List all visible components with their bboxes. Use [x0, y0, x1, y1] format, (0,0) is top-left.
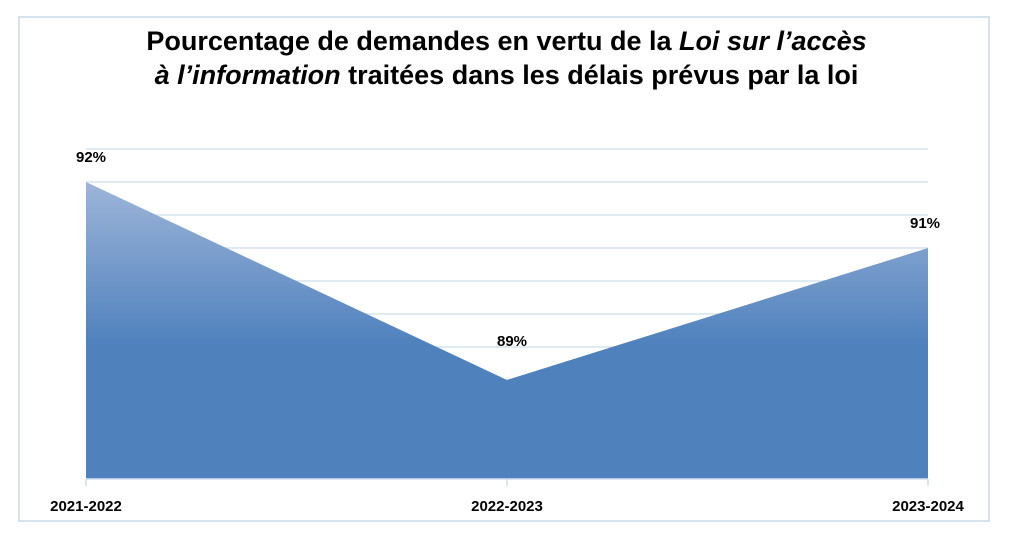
- title-line-1-italic: Loi sur l’accès: [679, 26, 867, 56]
- title-line-1-text: Pourcentage de demandes en vertu de la: [146, 26, 680, 56]
- data-label: 92%: [76, 149, 106, 166]
- title-line-2-text: traitées dans les délais prévus par la l…: [340, 60, 859, 90]
- title-line-1: Pourcentage de demandes en vertu de la L…: [0, 24, 1013, 58]
- data-label: 89%: [497, 333, 527, 350]
- area-series: [86, 182, 928, 479]
- x-tick-label: 2022-2023: [471, 498, 543, 515]
- title-line-2: à l’information traitées dans les délais…: [0, 58, 1013, 92]
- title-line-2-italic: à l’information: [154, 60, 341, 90]
- x-tick-label: 2021-2022: [50, 498, 122, 515]
- data-labels: 92% 89% 91%: [76, 149, 940, 350]
- x-axis: 2021-2022 2022-2023 2023-2024: [50, 478, 965, 515]
- area-fill: [86, 182, 928, 479]
- x-tick-label: 2023-2024: [892, 498, 964, 515]
- data-label: 91%: [910, 215, 940, 232]
- chart-title: Pourcentage de demandes en vertu de la L…: [0, 24, 1013, 92]
